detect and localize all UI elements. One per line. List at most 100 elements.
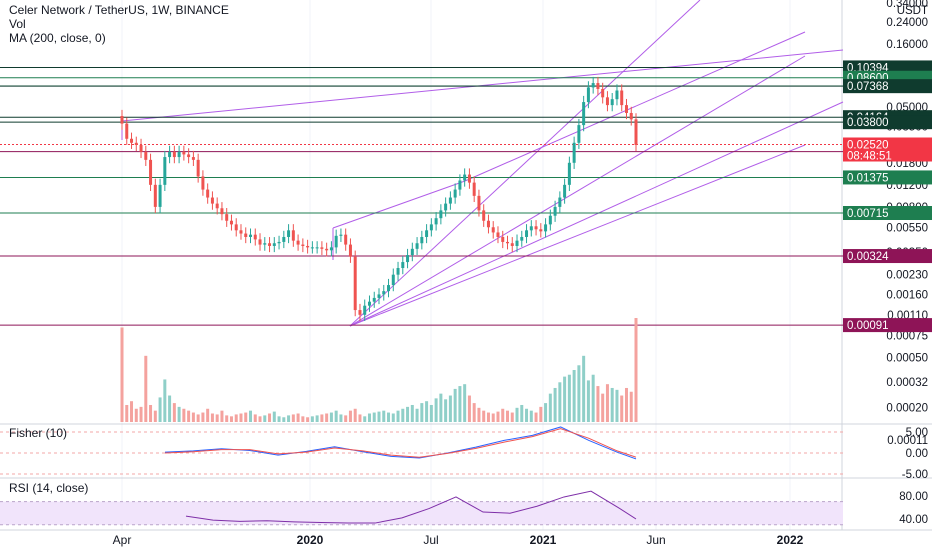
trendline: [349, 0, 701, 327]
candle-body: [310, 247, 314, 249]
volume-bar: [344, 415, 348, 422]
volume-bar: [367, 413, 371, 422]
candle-body: [172, 151, 176, 158]
candle-body: [572, 142, 576, 163]
candle-body: [234, 224, 238, 231]
volume-bar: [605, 384, 609, 422]
candle-body: [624, 105, 628, 113]
candle-body: [420, 236, 424, 244]
candle-body: [363, 305, 367, 315]
volume-bar: [434, 398, 438, 422]
volume-bar: [539, 406, 543, 422]
volume-bar: [429, 404, 433, 422]
candle-body: [558, 197, 562, 207]
volume-bar: [306, 417, 310, 422]
volume-bar: [406, 406, 410, 422]
rsi-series-line: [185, 490, 637, 524]
candle-body: [258, 239, 262, 245]
candle-body: [196, 159, 200, 177]
candle-body: [130, 138, 134, 143]
candle-body: [120, 116, 124, 124]
candle-body: [315, 247, 319, 249]
candle-body: [215, 203, 219, 209]
volume-bar: [496, 411, 500, 422]
price-tick-label: 0.00230: [886, 270, 928, 282]
candle-body: [329, 247, 333, 251]
candle-body: [563, 184, 567, 198]
volume-bar: [439, 393, 443, 422]
date-tick-label: 2021: [530, 533, 557, 547]
volume-bar: [396, 410, 400, 422]
candle-body: [229, 220, 233, 225]
volume-bar: [139, 406, 143, 422]
candle-body: [491, 227, 495, 233]
candle-body: [620, 90, 624, 106]
candle-body: [163, 157, 167, 185]
symbol-title[interactable]: Celer Network / TetherUS, 1W, BINANCE: [9, 3, 229, 17]
candle-body: [272, 243, 276, 246]
volume-bar: [215, 414, 219, 422]
candle-body: [539, 229, 543, 232]
volume-bar: [558, 382, 562, 422]
candle-body: [382, 291, 386, 295]
price-unit-label: USDT: [897, 5, 928, 17]
volume-bar: [472, 403, 476, 422]
volume-bar: [134, 408, 138, 422]
price-tick-label: 0.00020: [886, 402, 928, 414]
candle-body: [153, 184, 157, 207]
candle-body: [325, 248, 329, 251]
candle-body: [406, 255, 410, 263]
rsi-tick-label: 80.00: [899, 491, 928, 503]
candle-body: [605, 97, 609, 106]
price-level-tag-label: 0.00324: [847, 251, 889, 263]
candle-body: [401, 262, 405, 269]
volume-bar: [301, 416, 305, 422]
candle-body: [387, 285, 391, 292]
time-scale[interactable]: Apr 2020 Jul 2021 Jun 2022: [113, 533, 804, 547]
volume-bar: [130, 401, 134, 422]
fisher-title[interactable]: Fisher (10): [9, 426, 68, 440]
candle-body: [591, 83, 595, 88]
candle-body: [348, 244, 352, 257]
candle-body: [510, 243, 514, 246]
volume-bar: [296, 413, 300, 422]
ma-legend[interactable]: MA (200, close, 0): [9, 31, 106, 45]
price-level-tag-label: 0.00091: [847, 320, 889, 332]
rsi-title[interactable]: RSI (14, close): [9, 481, 89, 495]
candle-body: [486, 220, 490, 228]
candle-body: [567, 162, 571, 185]
trendline: [332, 180, 466, 229]
candle-body: [515, 240, 519, 246]
volume-bar: [491, 413, 495, 422]
price-level-tag: [843, 79, 932, 94]
volume-bar: [244, 412, 248, 422]
price-tick-label: 0.00011: [887, 435, 928, 447]
volume-bar: [229, 416, 233, 422]
candle-body: [377, 294, 381, 298]
price-level-tag: [843, 249, 932, 264]
fisher-tick-label: -5.00: [902, 469, 928, 481]
volume-bar: [506, 410, 509, 422]
candle-body: [344, 234, 348, 245]
candle-body: [429, 224, 433, 231]
volume-bar: [144, 355, 148, 422]
volume-bar: [425, 401, 429, 422]
volume-bar: [615, 389, 619, 422]
volume-bar: [268, 413, 272, 422]
candle-body: [177, 151, 181, 158]
price-scale[interactable]: 0.340000.240000.160000.050000.035000.018…: [843, 0, 932, 447]
volume-legend[interactable]: Vol: [9, 17, 26, 31]
candle-body: [458, 180, 462, 190]
candle-body: [482, 210, 486, 221]
volume-bar: [448, 395, 452, 422]
price-tick-label: 0.24000: [886, 17, 928, 29]
volume-bar: [258, 416, 262, 422]
candle-body: [277, 241, 281, 244]
candle-body: [263, 243, 267, 245]
volume-bar: [272, 411, 276, 422]
countdown-label: 08:48:51: [847, 150, 892, 162]
candle-body: [268, 243, 272, 246]
candle-body: [534, 226, 538, 230]
volume-bar: [206, 408, 210, 422]
